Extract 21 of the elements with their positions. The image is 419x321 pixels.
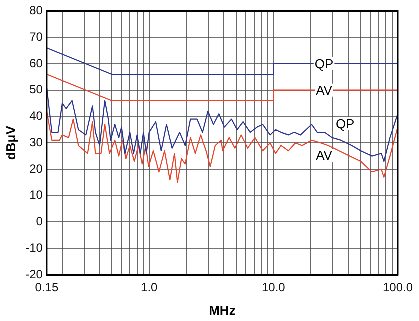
series-label: QP: [314, 56, 334, 72]
y-tick-label: -20: [26, 267, 44, 282]
x-tick-label: 0.15: [35, 280, 59, 295]
y-tick-label: 70: [30, 30, 44, 44]
series-label: AV: [316, 148, 333, 164]
series-label: AV: [316, 82, 333, 98]
y-tick-label: 60: [30, 56, 44, 70]
x-tick-label: 10.0: [262, 280, 286, 295]
y-tick-label: 40: [30, 109, 44, 124]
x-axis-title: MHz: [209, 302, 236, 318]
y-tick-label: 20: [30, 162, 44, 176]
y-tick-label: 0: [36, 214, 44, 229]
y-tick-label: 50: [30, 82, 44, 97]
y-tick-label: 30: [30, 135, 44, 150]
y-tick-label: -10: [26, 240, 44, 255]
y-axis-title: dBμV: [3, 126, 18, 160]
y-tick-label: 80: [30, 4, 44, 18]
y-tick-label: 10: [30, 188, 44, 202]
x-tick-label: 100.0: [382, 280, 414, 295]
series-label: QP: [336, 116, 355, 132]
x-tick-label: 1.0: [141, 280, 158, 295]
